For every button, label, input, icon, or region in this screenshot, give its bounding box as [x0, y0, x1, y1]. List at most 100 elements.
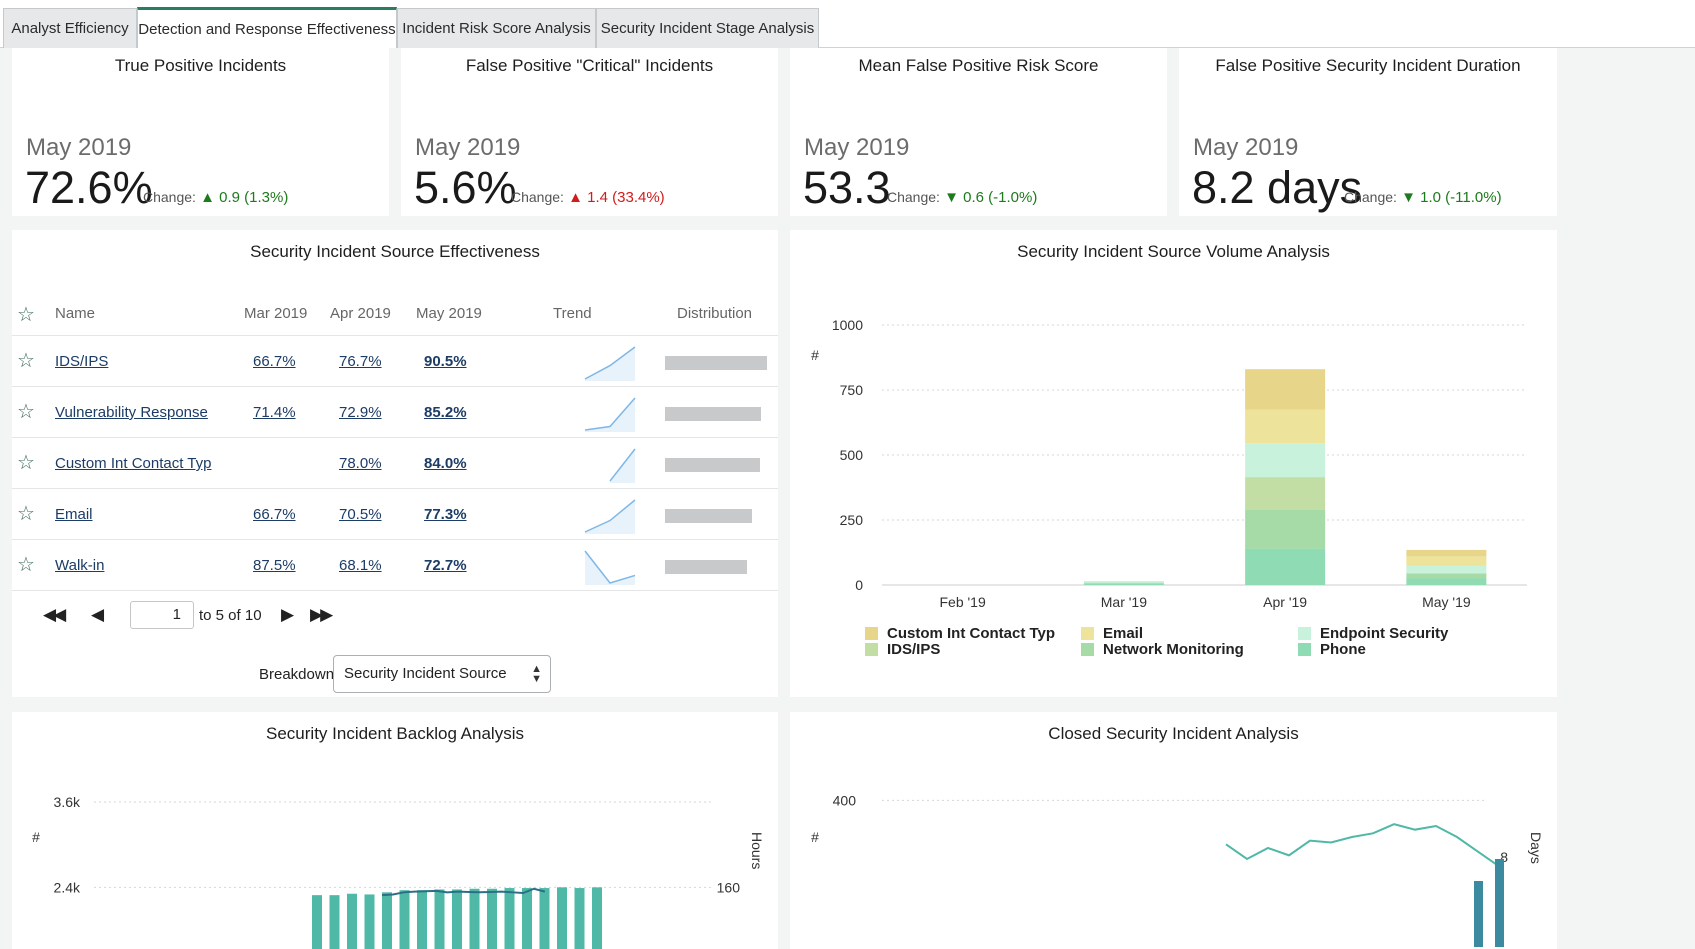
x-tick-label: May '19	[1422, 594, 1471, 610]
legend-swatch	[865, 643, 878, 656]
kpi-change: Change: ▼ 0.6 (-1.0%)	[887, 189, 1037, 206]
table-bottom-border	[12, 590, 778, 591]
distribution-bar	[665, 356, 768, 370]
backlog-bar	[487, 888, 497, 949]
backlog-bar	[382, 892, 392, 949]
col-header-mar[interactable]: Mar 2019	[244, 305, 308, 322]
distribution-bar	[665, 458, 760, 472]
tab-stage-analysis[interactable]: Security Incident Stage Analysis	[596, 8, 819, 48]
volume-chart: 1000 750 500 250 0 # Feb '19 Mar '19 Apr '19 May …	[811, 317, 1527, 658]
trend-line	[584, 397, 636, 431]
star-icon[interactable]: ☆	[17, 554, 35, 576]
star-icon[interactable]: ☆	[17, 401, 35, 423]
row-mar-link[interactable]: 66.7%	[253, 506, 296, 523]
legend-label: Custom Int Contact Typ	[887, 625, 1055, 642]
y-tick-label: 750	[840, 382, 864, 398]
kpi-false-positive-critical[interactable]: False Positive "Critical" Incidents May …	[401, 48, 778, 216]
tab-bar: Analyst Efficiency Detection and Respons…	[0, 0, 1695, 48]
breakdown-value: Security Incident Source	[344, 665, 507, 682]
col-header-may[interactable]: May 2019	[416, 305, 482, 322]
legend-label: Email	[1103, 625, 1143, 642]
change-label: Change:	[887, 189, 940, 205]
y-tick-label: 500	[840, 447, 864, 463]
backlog-bar	[557, 887, 567, 949]
change-value: 1.0 (-11.0%)	[1420, 189, 1502, 206]
y2-tick-label: 160	[717, 879, 741, 895]
kpi-mean-fp-risk[interactable]: Mean False Positive Risk Score May 2019 …	[790, 48, 1167, 216]
backlog-bar	[399, 890, 410, 949]
breakdown-select[interactable]: Security Incident Source ▲ ▼	[333, 655, 551, 693]
tab-risk-score[interactable]: Incident Risk Score Analysis	[397, 8, 596, 48]
row-name-link[interactable]: Custom Int Contact Typ	[55, 455, 212, 472]
kpi-title: False Positive "Critical" Incidents	[465, 56, 714, 75]
kpi-change: Change: ▼ 1.0 (-11.0%)	[1344, 189, 1502, 206]
tab-label: Analyst Efficiency	[11, 20, 129, 37]
y-tick-label: 0	[855, 577, 863, 593]
bar-segment	[1406, 565, 1487, 574]
row-apr-link[interactable]: 72.9%	[339, 404, 382, 421]
trend-area	[585, 551, 635, 585]
star-icon[interactable]: ☆	[17, 350, 35, 372]
kpi-title: Mean False Positive Risk Score	[858, 56, 1099, 75]
table-row[interactable]: ☆ IDS/IPS 66.7% 76.7% 90.5%	[12, 335, 778, 390]
row-name-link[interactable]: Email	[55, 506, 93, 523]
prev-page-icon[interactable]: ◀	[91, 605, 104, 624]
col-header-apr[interactable]: Apr 2019	[330, 305, 391, 322]
bar-segment	[1245, 369, 1326, 410]
star-icon[interactable]: ☆	[17, 503, 35, 525]
y-tick-label: 400	[833, 792, 857, 808]
backlog-bar	[329, 895, 340, 949]
row-name-link[interactable]: Vulnerability Response	[55, 404, 208, 421]
change-value: 0.9 (1.3%)	[219, 189, 289, 206]
change-label: Change:	[1344, 189, 1397, 205]
col-header-name[interactable]: Name	[55, 305, 96, 322]
trend-sparkline	[609, 448, 636, 483]
row-name-link[interactable]: Walk-in	[55, 557, 105, 574]
row-apr-link[interactable]: 76.7%	[339, 353, 382, 370]
trend-sparkline	[584, 499, 636, 534]
row-apr-link[interactable]: 70.5%	[339, 506, 382, 523]
backlog-bar	[592, 887, 602, 949]
change-label: Change:	[511, 189, 564, 205]
table-row[interactable]: ☆ Walk-in 87.5% 68.1% 72.7%	[12, 539, 778, 594]
row-apr-link[interactable]: 78.0%	[339, 455, 382, 472]
table-row[interactable]: ☆ Custom Int Contact Typ 78.0% 84.0%	[12, 437, 778, 492]
last-page-icon[interactable]: ▶▶	[310, 605, 333, 624]
kpi-fp-duration[interactable]: False Positive Security Incident Duratio…	[1179, 48, 1557, 216]
row-may-link[interactable]: 90.5%	[424, 353, 467, 370]
legend-label: IDS/IPS	[887, 641, 940, 658]
bar-segment	[1245, 443, 1326, 478]
backlog-bar	[522, 888, 532, 949]
bar-segment	[1406, 549, 1487, 557]
kpi-true-positive[interactable]: True Positive Incidents May 2019 72.6% C…	[12, 48, 389, 216]
next-page-icon[interactable]: ▶	[281, 605, 294, 624]
tab-analyst-efficiency[interactable]: Analyst Efficiency	[3, 8, 137, 48]
table-row[interactable]: ☆ Email 66.7% 70.5% 77.3%	[12, 488, 778, 543]
first-page-icon[interactable]: ◀◀	[43, 605, 66, 624]
star-icon[interactable]: ☆	[17, 304, 35, 326]
bar-segment	[1245, 409, 1326, 444]
kpi-period: May 2019	[1193, 134, 1299, 161]
row-may-link[interactable]: 84.0%	[424, 455, 467, 472]
backlog-chart: 3.6k 2.4k 160 # Hours	[32, 794, 765, 949]
star-icon[interactable]: ☆	[17, 452, 35, 474]
legend-label: Network Monitoring	[1103, 641, 1244, 658]
kpi-period: May 2019	[415, 134, 521, 161]
table-row[interactable]: ☆ Vulnerability Response 71.4% 72.9% 85.2%	[12, 386, 778, 441]
row-mar-link[interactable]: 71.4%	[253, 404, 296, 421]
row-apr-link[interactable]: 68.1%	[339, 557, 382, 574]
distribution-bar	[665, 560, 748, 574]
arrow-down-icon: ▼	[944, 189, 959, 206]
y-axis-label: #	[811, 347, 819, 363]
row-name-link[interactable]: IDS/IPS	[55, 353, 109, 370]
row-may-link[interactable]: 77.3%	[424, 506, 467, 523]
row-mar-link[interactable]: 87.5%	[253, 557, 296, 574]
backlog-bar	[417, 890, 427, 949]
row-may-link[interactable]: 72.7%	[424, 557, 467, 574]
row-mar-link[interactable]: 66.7%	[253, 353, 296, 370]
page-number-input[interactable]: 1	[130, 601, 194, 629]
row-may-link[interactable]: 85.2%	[424, 404, 467, 421]
backlog-card: Security Incident Backlog Analysis 3.6k 2…	[12, 712, 778, 949]
tab-detection-response[interactable]: Detection and Response Effectiveness	[137, 7, 397, 48]
y-tick-label: 1000	[832, 317, 863, 333]
